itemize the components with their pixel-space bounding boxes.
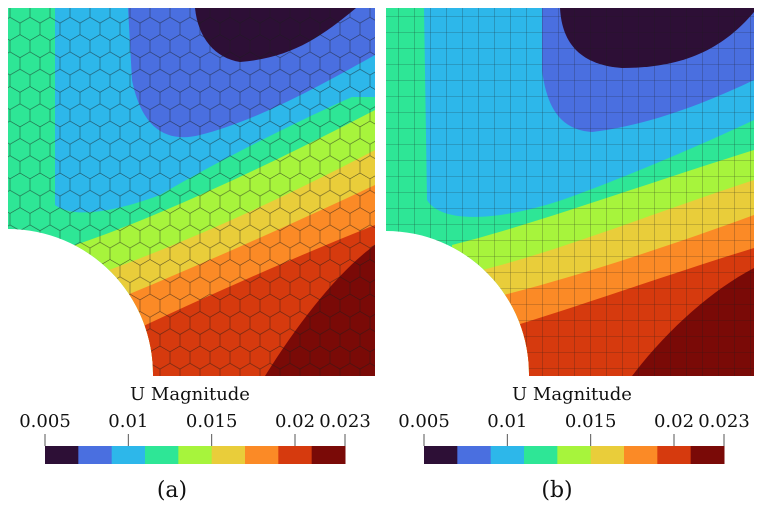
colorbar-swatch: [457, 446, 492, 464]
contour-field-a: [8, 8, 375, 376]
colorbar-swatch: [211, 446, 246, 464]
legend-title-b: U Magnitude: [512, 384, 632, 405]
colorbar-swatch: [590, 446, 625, 464]
colorbar-swatch: [45, 446, 79, 464]
panel-a: 0.005 0.01 0.015 0.02 0.023 U Magnitude (a): [0, 0, 380, 507]
colorbar-tick-label: 0.02: [654, 411, 694, 432]
colorbar-tick-label: 0.005: [19, 411, 71, 432]
panel-b-svg: 0.005 0.01 0.015 0.02 0.023 U Magnitude (b): [386, 8, 754, 503]
colorbar-tick-label: 0.02: [275, 411, 315, 432]
caption-b: (b): [541, 478, 572, 503]
panel-b: 0.005 0.01 0.015 0.02 0.023 U Magnitude (b): [382, 0, 762, 507]
legend-title-a: U Magnitude: [130, 384, 250, 405]
mesh-overlay-a: [8, 8, 375, 376]
colorbar-a: 0.005 0.01 0.015 0.02 0.023: [19, 411, 371, 464]
colorbar-swatch: [490, 446, 525, 464]
colorbar-swatch: [178, 446, 213, 464]
mesh-overlay-b: [386, 8, 754, 376]
colorbar-swatch: [111, 446, 146, 464]
colorbar-swatch: [311, 446, 346, 464]
colorbar-swatch: [245, 446, 279, 464]
colorbar-swatch: [145, 446, 179, 464]
colorbar-tick-label: 0.015: [565, 411, 617, 432]
contour-field-b: [386, 8, 754, 376]
colorbar-tick-label: 0.01: [108, 411, 148, 432]
colorbar-swatch: [78, 446, 113, 464]
colorbar-tick-label: 0.005: [398, 411, 450, 432]
colorbar-swatch: [624, 446, 658, 464]
panel-a-svg: 0.005 0.01 0.015 0.02 0.023 U Magnitude (a): [8, 8, 375, 503]
caption-a: (a): [157, 478, 187, 503]
colorbar-b: 0.005 0.01 0.015 0.02 0.023: [398, 411, 750, 464]
colorbar-swatch: [557, 446, 592, 464]
colorbar-swatch: [657, 446, 692, 464]
colorbar-tick-label: 0.023: [698, 411, 750, 432]
colorbar-swatch: [524, 446, 558, 464]
colorbar-swatch: [424, 446, 458, 464]
colorbar-tick-label: 0.01: [487, 411, 527, 432]
colorbar-swatch: [690, 446, 725, 464]
colorbar-tick-label: 0.015: [186, 411, 238, 432]
colorbar-swatch: [278, 446, 313, 464]
colorbar-tick-label: 0.023: [319, 411, 371, 432]
